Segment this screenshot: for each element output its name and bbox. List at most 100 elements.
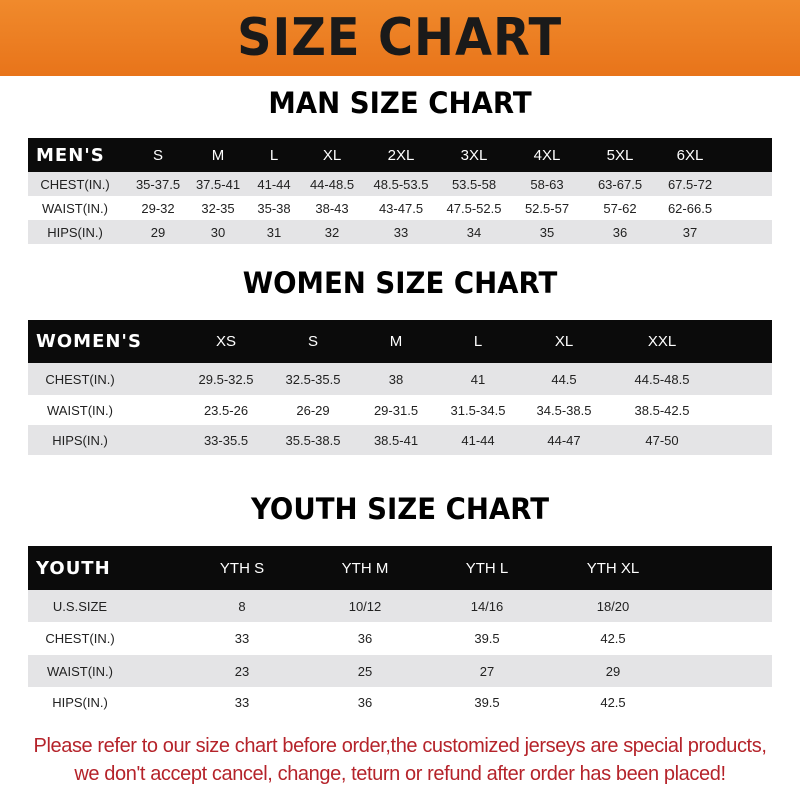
measurement-cell: 34 [466,224,482,240]
measurement-cell: 44-47 [547,432,581,448]
size-header-cell: 6XL [676,146,704,164]
size-header-cell: XL [322,146,342,164]
measurement-cell: 53.5-58 [451,176,497,192]
table-row: WAIST(IN.) 23.5-26 26-29 29-31.5 31.5-34.5 34… [28,395,772,425]
measurement-cell: 32 [324,224,340,240]
measurement-cell: 35.5-38.5 [285,432,341,448]
measurement-cell: 63-67.5 [597,176,643,192]
measurement-cell: 32.5-35.5 [285,371,341,387]
measurement-cell: 35-37.5 [135,176,181,192]
measurement-cell: 38-43 [315,200,349,216]
row-label: WAIST(IN.) [47,663,113,679]
row-label: CHEST(IN.) [40,176,110,192]
row-label: HIPS(IN.) [52,695,108,710]
footer-notice-line-2: we don't accept cancel, change, teturn o… [74,763,726,785]
measurement-cell: 52.5-57 [524,200,570,216]
measurement-cell: 43-47.5 [378,200,424,216]
size-header-cell: YTH S [219,559,265,577]
measurement-cell: 32-35 [201,200,235,216]
row-label: WAIST(IN.) [42,200,108,216]
measurement-cell: 38.5-41 [373,432,419,448]
measurement-cell: 44.5-48.5 [634,371,690,387]
measurement-cell: 36 [357,631,373,646]
size-header-cell: YTH L [465,559,509,577]
size-header-cell: S [152,146,164,164]
measurement-cell: 14/16 [470,598,504,614]
measurement-cell: 31.5-34.5 [450,402,506,418]
row-label: CHEST(IN.) [45,631,115,646]
size-header-cell: 3XL [460,146,488,164]
women-size-chart-title: WOMEN SIZE CHART [242,266,558,300]
measurement-cell: 38 [388,371,404,387]
measurement-cell: 42.5 [600,631,626,646]
size-header-cell: YTH XL [586,559,640,577]
table-row: HIPS(IN.) 33-35.5 35.5-38.5 38.5-41 41-44 44-… [28,425,772,455]
size-header-cell: L [473,333,483,350]
size-header-cell: XXL [647,333,677,350]
footer-notice-line-1: Please refer to our size chart before or… [33,735,767,757]
measurement-cell: 27 [479,663,495,679]
size-header-cell: M [211,146,225,164]
size-header-cell: XL [554,333,574,350]
measurement-cell: 37 [682,224,698,240]
measurement-cell: 33-35.5 [203,432,249,448]
table-row: WAIST(IN.) 29-32 32-35 35-38 38-43 43-47.5 47.… [28,196,772,220]
measurement-cell: 41 [470,371,486,387]
measurement-cell: 23 [234,663,250,679]
men-table-label: MEN'S [36,144,105,166]
youth-header-row: YOUTH YTH S YTH M YTH L YTH XL [28,546,772,590]
measurement-cell: 29 [605,663,621,679]
size-header-cell: XS [215,333,237,350]
table-row: WAIST(IN.) 23 25 27 29 [28,655,772,687]
table-row: CHEST(IN.) 35-37.5 37.5-41 41-44 44-48.5 48.5… [28,172,772,196]
youth-size-table: YOUTH YTH S YTH M YTH L YTH XL U.S.SIZE 8 10/12… [28,546,772,718]
table-row: HIPS(IN.) 33 36 39.5 42.5 [28,687,772,718]
measurement-cell: 57-62 [603,200,637,216]
measurement-cell: 30 [210,224,226,240]
measurement-cell: 36 [612,224,628,240]
measurement-cell: 41-44 [257,176,291,192]
size-header-cell: 5XL [606,146,634,164]
size-chart-banner: SIZE CHART [0,0,800,76]
measurement-cell: 25 [357,663,373,679]
measurement-cell: 35 [539,224,555,240]
measurement-cell: 10/12 [348,598,382,614]
measurement-cell: 29-32 [141,200,175,216]
youth-table-label: YOUTH [36,557,111,579]
row-label: CHEST(IN.) [45,371,115,387]
table-row: CHEST(IN.) 29.5-32.5 32.5-35.5 38 41 44.5 44.5… [28,363,772,395]
table-row: HIPS(IN.) 29 30 31 32 33 34 35 36 37 [28,220,772,244]
men-size-table: MEN'S S M L XL 2XL 3XL 4XL 5XL 6XL CHEST(IN.) 35-37… [28,138,772,244]
row-label: U.S.SIZE [52,598,108,614]
measurement-cell: 37.5-41 [195,176,241,192]
women-header-row: WOMEN'S XS S M L XL XXL [28,320,772,363]
row-label: WAIST(IN.) [47,402,113,418]
men-header-row: MEN'S S M L XL 2XL 3XL 4XL 5XL 6XL [28,138,772,172]
measurement-cell: 23.5-26 [203,402,249,418]
size-header-cell: 2XL [387,146,415,164]
measurement-cell: 62-66.5 [667,200,713,216]
measurement-cell: 31 [266,224,282,240]
size-header-cell: M [389,333,403,350]
men-size-chart-title: MAN SIZE CHART [268,86,532,120]
measurement-cell: 18/20 [596,598,630,614]
women-table-label: WOMEN'S [36,331,142,352]
row-label: HIPS(IN.) [52,432,108,448]
measurement-cell: 35-38 [257,200,291,216]
measurement-cell: 29-31.5 [373,402,419,418]
measurement-cell: 33 [234,631,250,646]
measurement-cell: 47.5-52.5 [446,200,502,216]
row-label: HIPS(IN.) [47,224,103,240]
measurement-cell: 38.5-42.5 [634,402,690,418]
size-header-cell: L [269,146,279,164]
measurement-cell: 26-29 [296,402,330,418]
measurement-cell: 39.5 [474,695,500,710]
measurement-cell: 41-44 [461,432,495,448]
measurement-cell: 48.5-53.5 [373,176,429,192]
measurement-cell: 34.5-38.5 [536,402,592,418]
banner-title: SIZE CHART [237,8,563,68]
size-header-cell: S [307,333,319,350]
measurement-cell: 44.5 [551,371,577,387]
youth-size-chart-title: YOUTH SIZE CHART [250,492,550,526]
table-row: U.S.SIZE 8 10/12 14/16 18/20 [28,590,772,622]
